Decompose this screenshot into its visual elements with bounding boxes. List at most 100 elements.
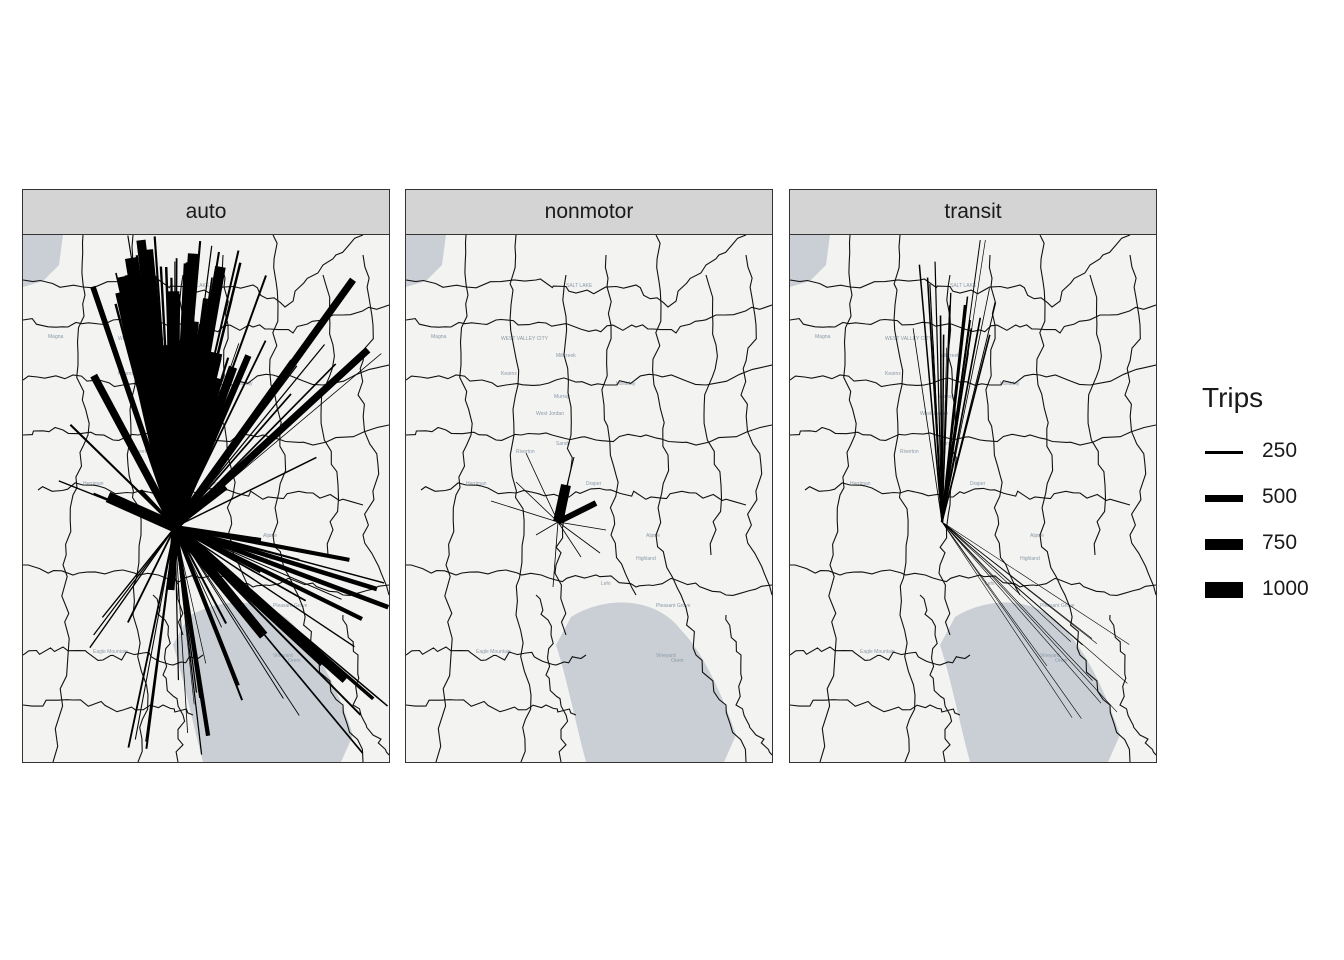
district-boundary [406, 646, 587, 666]
district-boundary [790, 564, 1156, 596]
flow-line [173, 485, 228, 529]
basemap-label: Magna [48, 334, 64, 340]
flow-line [525, 452, 559, 523]
flow-line [89, 526, 176, 649]
flow-line [941, 521, 1130, 645]
basemap-label: Sandy [556, 441, 571, 447]
map-svg-nonmotor: SALT LAKE WEST VALLEY CITY Magna Kearns Mill… [406, 235, 772, 762]
flow-line [552, 521, 559, 588]
basemap-label: Murray [554, 394, 570, 400]
flow-line [90, 373, 179, 529]
district-boundary [52, 235, 90, 762]
flow-line [941, 521, 1093, 681]
flow-line [929, 284, 943, 523]
legend-key-250 [1204, 437, 1244, 467]
facet-strip-label: nonmotor [405, 189, 773, 235]
flow-line [912, 328, 943, 523]
basemap-label: Holladay [233, 381, 253, 387]
district-boundary [790, 699, 961, 716]
district-boundary [725, 614, 772, 756]
district-boundary [435, 235, 473, 762]
basemap-label: Holladay [616, 381, 636, 387]
district-boundary [703, 274, 723, 556]
district-boundary [1087, 274, 1107, 556]
basemap-label: WEST VALLEY CITY [501, 336, 549, 342]
legend-label: 750 [1262, 531, 1298, 554]
district-boundary [357, 254, 389, 596]
flow-line [934, 261, 943, 523]
basemap-label: Eagle Mountain [93, 649, 128, 655]
flow-line [174, 525, 262, 542]
basemap-label: Kearns [885, 371, 901, 377]
district-boundary [790, 364, 1156, 388]
flow-line [174, 524, 389, 610]
flow-line [556, 500, 598, 525]
flow-line [535, 521, 559, 536]
basemap-label: Herriman [466, 481, 487, 487]
district-boundary [509, 235, 532, 762]
flow-line [941, 319, 971, 523]
flow-line [174, 298, 233, 528]
flow-line [167, 526, 179, 591]
district-boundary [342, 614, 389, 756]
basemap-label: Alpine [646, 533, 660, 539]
flow-line [941, 521, 1071, 642]
legend-label: 1000 [1262, 577, 1309, 600]
flow-line [174, 524, 378, 592]
basemap-label: Kearns [501, 371, 517, 377]
lake-shape [406, 235, 446, 287]
flow-line [174, 526, 188, 733]
district-boundary [406, 304, 772, 334]
basemap-label: Orem [1055, 658, 1068, 664]
basemap-label: Vineyard [656, 653, 676, 659]
legend: Trips 250 500 750 1000 [1200, 382, 1340, 612]
district-boundary [790, 304, 1156, 334]
basemap-label: Riverton [133, 449, 152, 455]
basemap-label: WEST VALLEY CITY [885, 336, 933, 342]
flow-line [515, 481, 559, 523]
lake-shape [940, 602, 1120, 762]
flow-line [162, 391, 178, 528]
flow-line [941, 521, 1073, 718]
flow-line [174, 526, 201, 699]
basemap-label: Herriman [850, 481, 871, 487]
flow-line [101, 526, 176, 618]
facet-panel-transit: transit SALT LAKE WEST VALLEY CITY Magna Ke… [789, 189, 1157, 763]
district-boundary [406, 564, 772, 596]
flow-line [172, 524, 326, 666]
district-boundary [919, 594, 953, 762]
flow-line [117, 299, 180, 529]
flow-line [941, 521, 1098, 644]
district-boundary [1109, 614, 1156, 756]
basemap-label: Pleasant Grove [656, 603, 691, 609]
district-boundary [535, 594, 569, 762]
district-boundary [790, 424, 1156, 446]
flow-line [557, 521, 601, 554]
flow-line [941, 521, 1102, 704]
flow-line [105, 491, 178, 533]
facet-strip-label: auto [22, 189, 390, 235]
flow-line [490, 500, 559, 523]
flow-line [174, 368, 197, 528]
basemap-label: Sandy [940, 441, 955, 447]
district-boundary [152, 594, 186, 762]
flow-line [941, 521, 1082, 719]
district-boundary [320, 274, 340, 556]
flow-line [171, 359, 297, 530]
district-boundary [790, 646, 971, 666]
flow-line [174, 456, 317, 528]
flow-line [174, 365, 298, 528]
legend-label: 250 [1262, 439, 1298, 462]
district-boundary [406, 364, 772, 388]
basemap-label: Millcreek [940, 353, 960, 359]
flow-line [172, 347, 371, 530]
flow-line [174, 344, 211, 528]
district-boundary [985, 254, 1021, 596]
basemap-label: Magna [815, 334, 831, 340]
legend-key-500 [1204, 483, 1244, 513]
